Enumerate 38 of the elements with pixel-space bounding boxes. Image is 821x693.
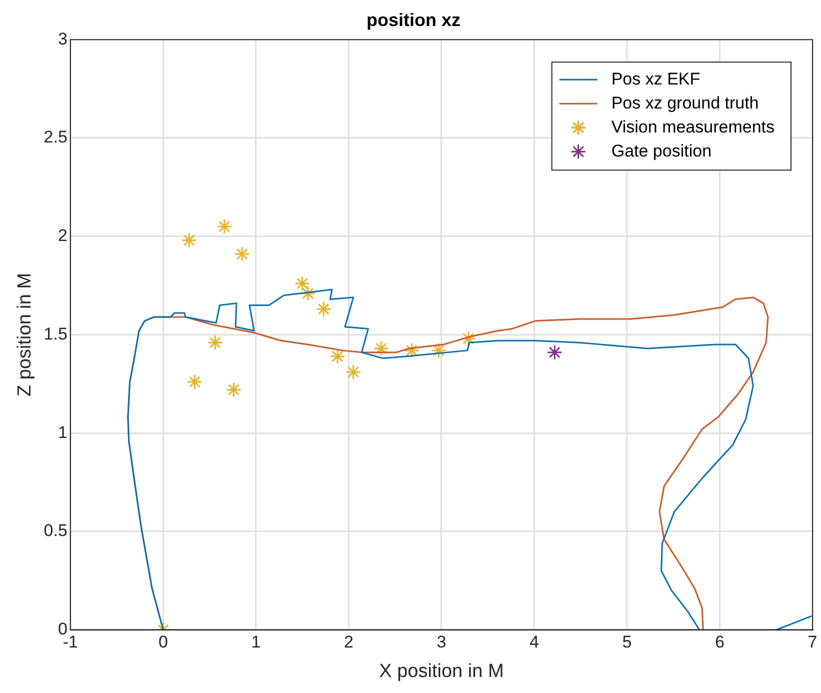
y-tick-label: 2.5 bbox=[44, 128, 68, 147]
point bbox=[300, 286, 316, 302]
x-tick-label: 2 bbox=[344, 632, 354, 652]
point bbox=[316, 301, 332, 317]
y-tick-label: 1 bbox=[58, 422, 68, 442]
point bbox=[226, 382, 242, 398]
point bbox=[186, 374, 202, 390]
point bbox=[430, 342, 446, 358]
y-axis-title: Z position in M bbox=[14, 272, 36, 396]
point bbox=[330, 348, 346, 364]
point bbox=[181, 232, 197, 248]
x-tick-label: 3 bbox=[436, 632, 446, 652]
chart-title: position xz bbox=[366, 10, 460, 30]
y-tick-label: 0.5 bbox=[44, 521, 68, 540]
point bbox=[460, 330, 476, 346]
legend-label: Gate position bbox=[611, 141, 712, 160]
point bbox=[346, 364, 362, 380]
legend-label: Pos xz ground truth bbox=[611, 93, 759, 112]
x-axis-title: X position in M bbox=[379, 660, 504, 682]
point bbox=[404, 342, 420, 358]
point bbox=[216, 218, 232, 234]
point bbox=[234, 246, 250, 262]
legend-label: Vision measurements bbox=[611, 117, 775, 136]
point bbox=[373, 340, 389, 356]
legend-label: Pos xz EKF bbox=[611, 69, 700, 88]
x-tick-label: 1 bbox=[251, 632, 261, 652]
x-tick-label: 4 bbox=[529, 632, 539, 652]
y-tick-label: 3 bbox=[58, 29, 68, 48]
x-tick-label: 6 bbox=[715, 632, 724, 652]
point bbox=[546, 344, 562, 360]
x-tick-label: 0 bbox=[158, 632, 168, 652]
y-tick-label: 1.5 bbox=[44, 324, 68, 344]
x-tick-label: 7 bbox=[808, 632, 818, 652]
point bbox=[294, 276, 310, 292]
x-tick-label: 5 bbox=[622, 632, 632, 652]
point bbox=[207, 334, 223, 350]
y-tick-label: 2 bbox=[58, 226, 68, 246]
y-tick-label: 0 bbox=[58, 619, 68, 638]
